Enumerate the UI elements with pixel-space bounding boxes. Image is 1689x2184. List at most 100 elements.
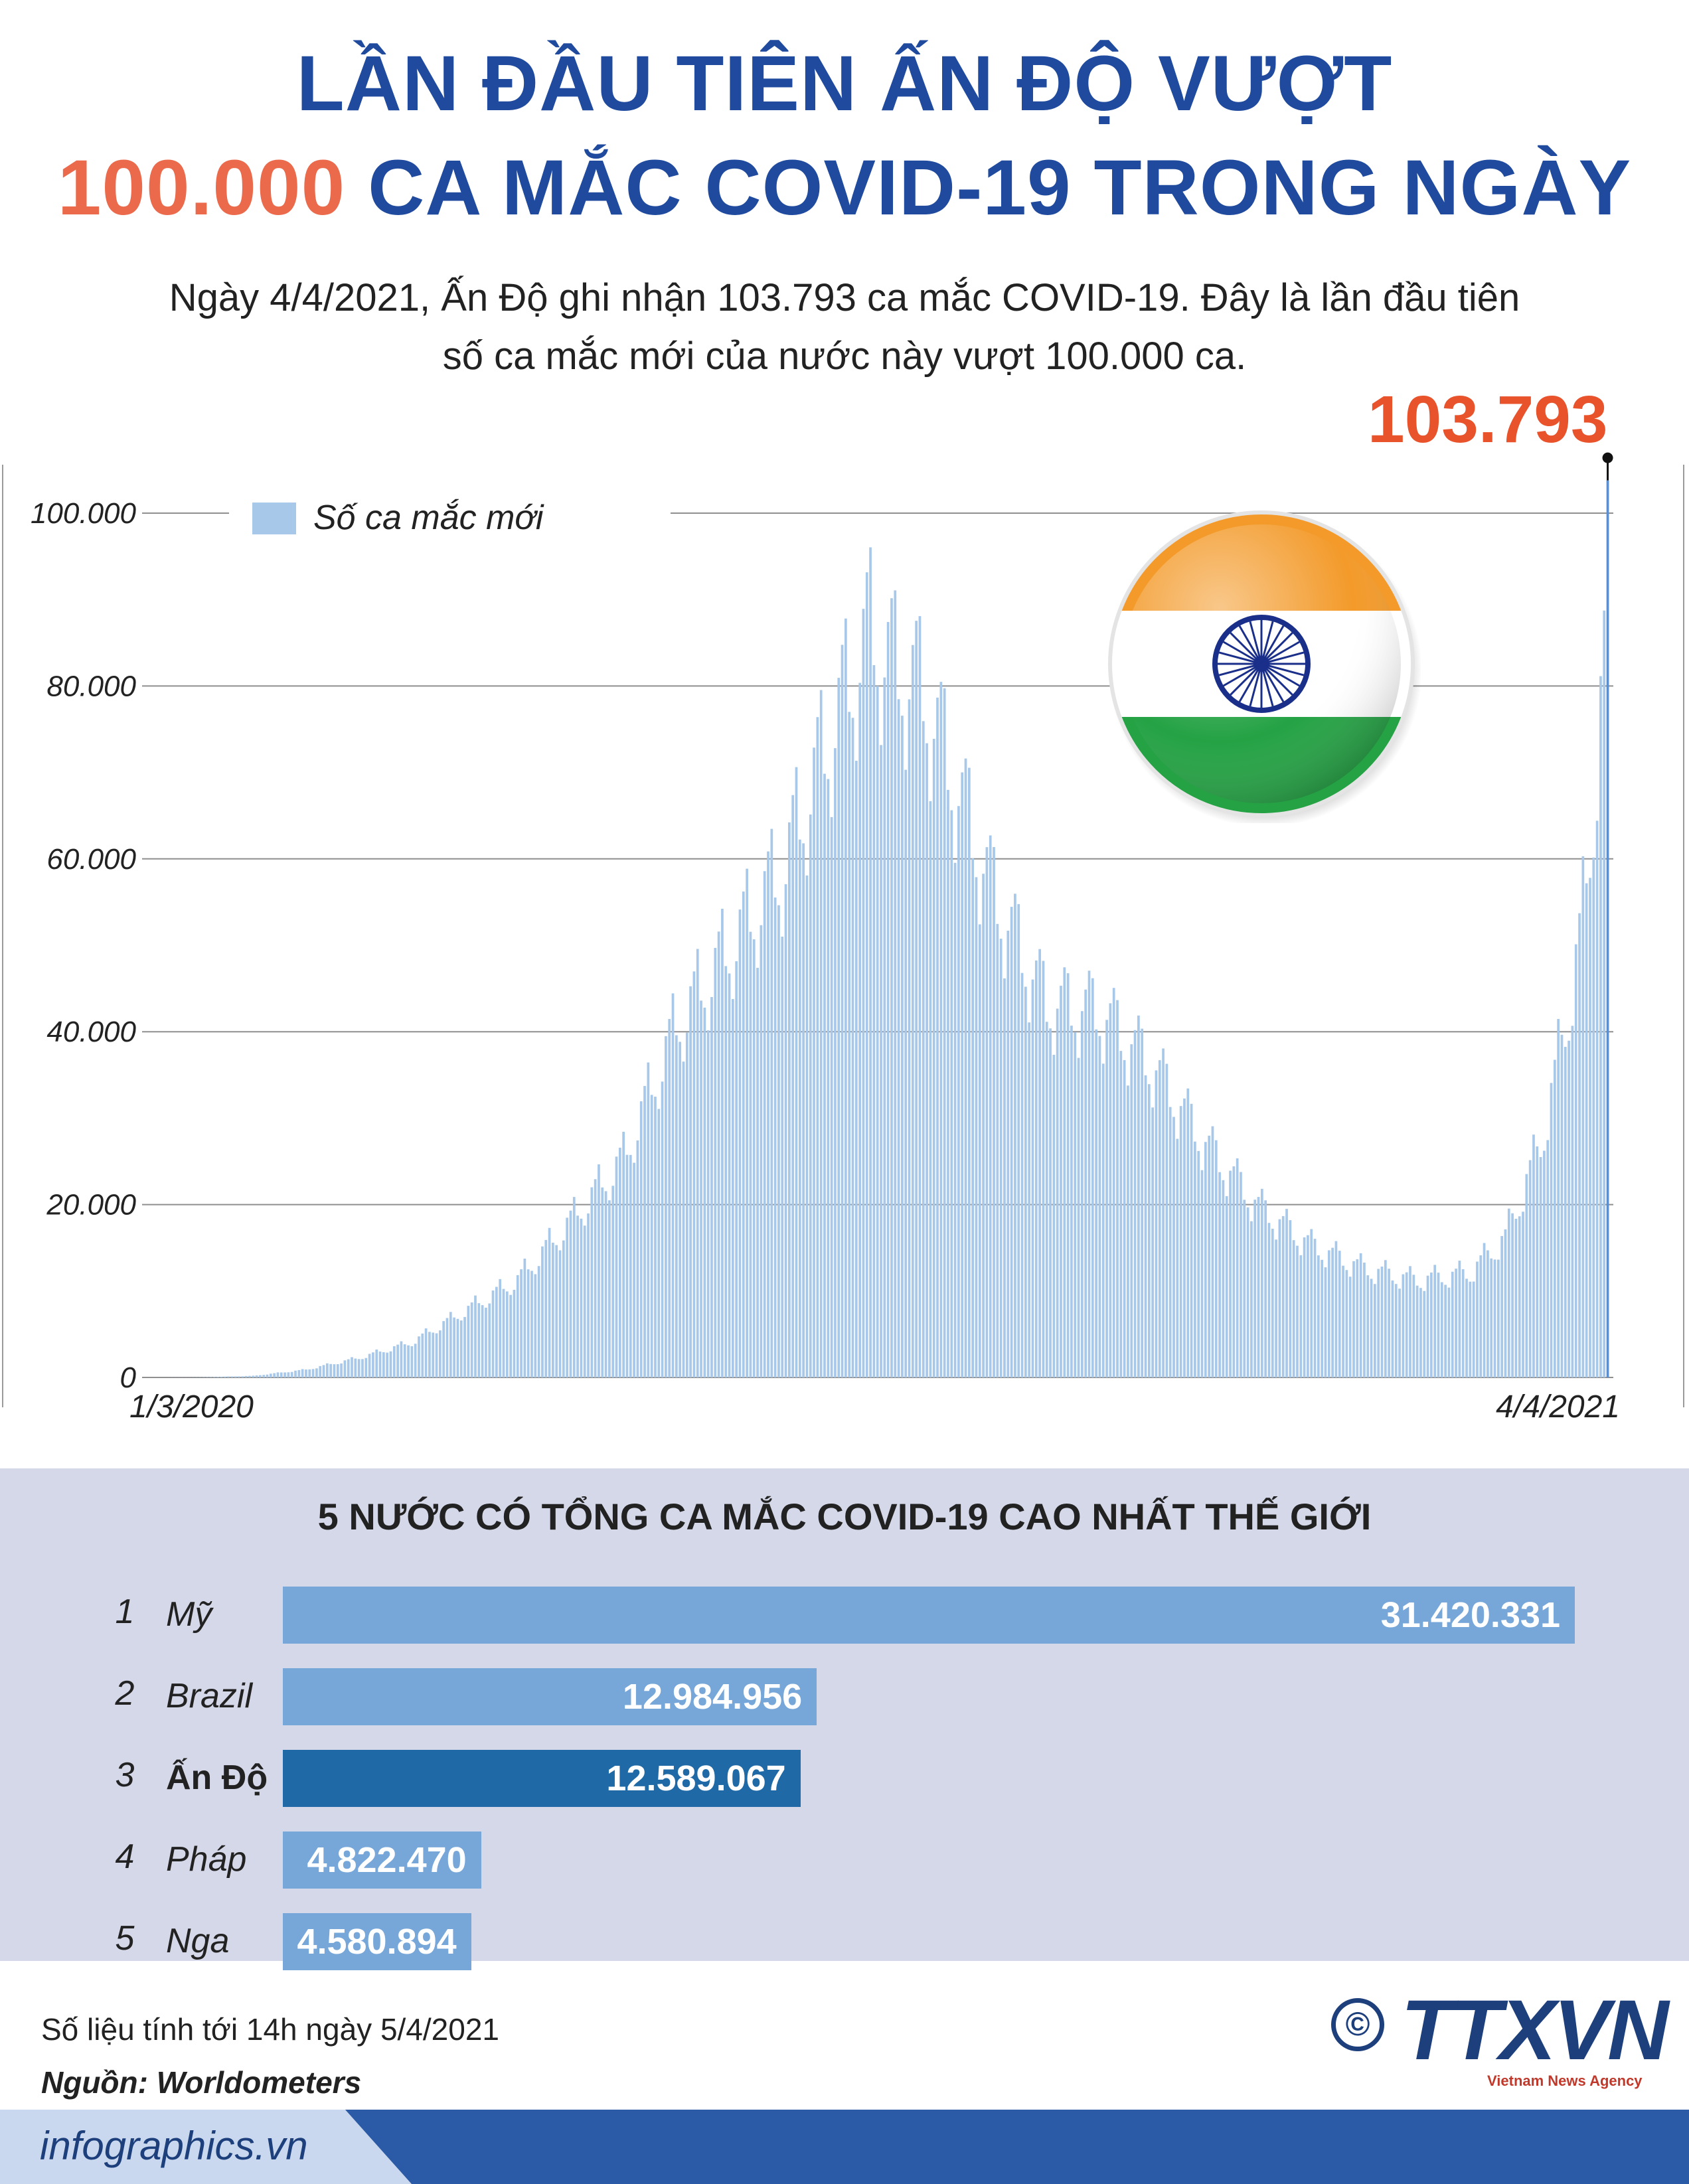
daily-bar: [396, 1344, 399, 1377]
ttxvn-logo: TTXVN: [1401, 1983, 1669, 2078]
daily-bar: [1546, 1140, 1550, 1377]
y-tick-label: 100.000: [31, 497, 137, 530]
daily-bar: [368, 1354, 371, 1377]
country-label: Pháp: [166, 1840, 247, 1879]
daily-bar: [1490, 1258, 1493, 1377]
daily-bar: [305, 1369, 307, 1377]
daily-bar: [1176, 1138, 1179, 1377]
daily-bar: [1391, 1280, 1394, 1377]
daily-bar: [823, 773, 826, 1377]
daily-bar: [1327, 1250, 1330, 1377]
daily-bar: [1232, 1166, 1236, 1377]
country-bar: 4.822.470: [283, 1832, 481, 1889]
daily-bar: [1056, 1008, 1059, 1377]
daily-bar: [1553, 1059, 1556, 1377]
daily-bar: [633, 1162, 635, 1377]
daily-bar: [1415, 1285, 1419, 1377]
daily-bar: [735, 961, 738, 1377]
daily-bar: [918, 616, 922, 1377]
daily-bar: [1606, 480, 1609, 1377]
daily-bar: [773, 897, 777, 1377]
x-end-label: 4/4/2021: [1496, 1389, 1620, 1425]
daily-bar: [661, 1081, 664, 1377]
daily-bar: [1112, 988, 1115, 1377]
daily-bar: [1363, 1263, 1366, 1377]
daily-bar: [1536, 1146, 1539, 1377]
daily-bar: [1204, 1142, 1207, 1377]
daily-bar: [378, 1351, 382, 1377]
daily-bar: [1409, 1266, 1411, 1377]
daily-bar: [1038, 949, 1041, 1377]
daily-bar: [1292, 1240, 1295, 1377]
chakra-spoke: [1223, 641, 1262, 665]
daily-bar: [1539, 1157, 1542, 1377]
daily-bar: [1063, 967, 1066, 1377]
daily-bar: [562, 1240, 565, 1377]
daily-bar: [665, 1036, 667, 1377]
daily-bar: [939, 682, 943, 1377]
daily-bar: [756, 967, 759, 1377]
country-label: Mỹ: [166, 1595, 212, 1634]
daily-bar: [1144, 1075, 1147, 1377]
daily-bar: [957, 806, 960, 1377]
daily-bar: [587, 1213, 590, 1377]
daily-bar: [1151, 1107, 1154, 1377]
daily-bar: [827, 779, 830, 1377]
daily-bar: [728, 973, 731, 1377]
daily-bar: [1049, 1028, 1052, 1377]
daily-bar: [325, 1363, 329, 1377]
daily-bar: [784, 884, 787, 1377]
daily-bar: [1010, 907, 1013, 1377]
daily-bar: [1130, 1044, 1133, 1377]
daily-bar: [1451, 1271, 1454, 1377]
daily-bar: [403, 1344, 406, 1377]
daily-bar: [608, 1200, 611, 1377]
daily-bar: [1496, 1259, 1500, 1377]
daily-bar: [1250, 1221, 1253, 1377]
daily-bar: [1394, 1284, 1398, 1377]
daily-bar: [1246, 1207, 1249, 1377]
daily-bar: [1380, 1267, 1384, 1377]
india-flag-icon: [1108, 510, 1421, 823]
daily-bar: [357, 1359, 361, 1377]
daily-bar: [1592, 857, 1595, 1377]
daily-bar: [1278, 1219, 1281, 1377]
daily-bar: [248, 1375, 251, 1377]
daily-bar: [552, 1242, 554, 1377]
daily-bar: [1366, 1275, 1370, 1377]
daily-bar: [1260, 1188, 1263, 1377]
daily-bar: [572, 1197, 576, 1377]
daily-bar: [287, 1372, 290, 1377]
daily-bar: [1045, 1022, 1048, 1377]
daily-bar: [1042, 961, 1045, 1377]
daily-bar: [1348, 1277, 1352, 1377]
site-link[interactable]: infographics.vn: [40, 2124, 308, 2168]
daily-bar: [767, 851, 769, 1377]
daily-bar: [844, 618, 847, 1377]
daily-bar: [1525, 1174, 1528, 1377]
y-tick-label: 20.000: [46, 1189, 136, 1221]
daily-bar: [908, 699, 911, 1377]
y-tick-label: 40.000: [46, 1016, 136, 1048]
daily-bar: [915, 621, 918, 1377]
chakra-spoke: [1249, 621, 1263, 664]
rank-number: 2: [115, 1674, 135, 1713]
daily-bar: [862, 609, 865, 1377]
daily-bar: [679, 1042, 682, 1377]
country-bar: 31.420.331: [283, 1587, 1575, 1644]
daily-bar: [1158, 1060, 1161, 1377]
rank-number: 3: [115, 1756, 135, 1794]
daily-bar: [435, 1333, 438, 1377]
daily-bar: [1504, 1229, 1507, 1377]
daily-bar: [1370, 1279, 1373, 1377]
daily-bar: [1405, 1272, 1408, 1377]
daily-bar: [1423, 1290, 1426, 1377]
daily-bar: [932, 738, 935, 1377]
daily-bar: [1479, 1255, 1483, 1377]
daily-bar: [682, 1061, 685, 1377]
daily-bar: [1289, 1220, 1292, 1377]
daily-bar: [1264, 1200, 1267, 1377]
daily-bar: [834, 748, 837, 1377]
rank-number: 4: [115, 1837, 135, 1876]
daily-bar: [1014, 894, 1016, 1377]
